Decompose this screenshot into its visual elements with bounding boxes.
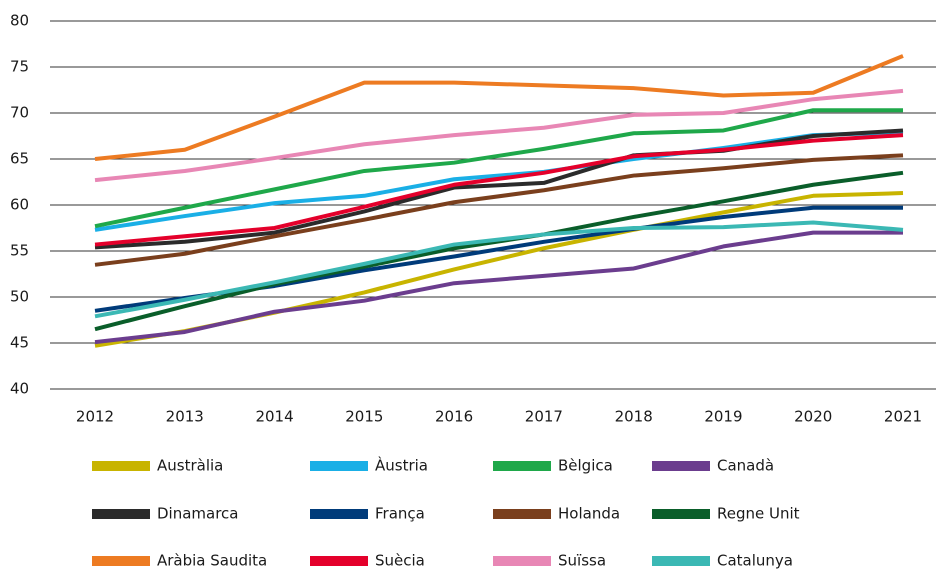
line [94,153,904,267]
legend-swatch [92,556,150,566]
line [94,230,903,345]
legend-label: Suècia [375,552,425,570]
x-tick-label: 2014 [255,408,293,426]
legend-swatch [493,556,551,566]
x-tick-label: 2016 [435,408,473,426]
legend-swatch [310,556,368,566]
line [94,88,904,183]
y-tick-label: 70 [10,104,29,122]
legend-swatch [652,509,710,519]
legend-swatch [652,461,710,471]
line [94,220,904,319]
legend-swatch [652,556,710,566]
y-tick-label: 50 [10,288,29,306]
line [94,54,904,161]
legend-label: Catalunya [717,552,793,570]
legend-label: Canadà [717,457,774,475]
y-tick-label: 65 [10,150,29,168]
legend-swatch [493,461,551,471]
legend-swatch [310,509,368,519]
y-tick-label: 75 [10,58,29,76]
legend-swatch [92,461,150,471]
x-tick-label: 2018 [615,408,653,426]
y-tick-label: 60 [10,196,29,214]
legend-label: Holanda [558,505,620,523]
x-tick-label: 2020 [794,408,832,426]
line [94,133,904,247]
y-tick-label: 55 [10,242,29,260]
legend-label: Regne Unit [717,505,800,523]
x-tick-label: 2015 [345,408,383,426]
x-tick-label: 2012 [76,408,114,426]
legend-label: Austràlia [157,457,223,475]
legend-label: França [375,505,425,523]
legend-swatch [92,509,150,519]
y-tick-label: 45 [10,334,29,352]
x-tick-label: 2013 [166,408,204,426]
legend-swatch [493,509,551,519]
legend-label: Aràbia Saudita [157,552,267,570]
legend-label: Suïssa [558,552,606,570]
x-tick-label: 2019 [704,408,742,426]
line [94,108,903,229]
legend-swatch [310,461,368,471]
y-tick-label: 80 [10,12,29,30]
x-tick-label: 2017 [525,408,563,426]
legend-label: Àustria [375,456,428,475]
y-tick-label: 40 [10,380,29,398]
legend-label: Dinamarca [157,505,239,523]
line [94,130,904,232]
legend-label: Bèlgica [558,457,613,475]
x-tick-label: 2021 [884,408,922,426]
